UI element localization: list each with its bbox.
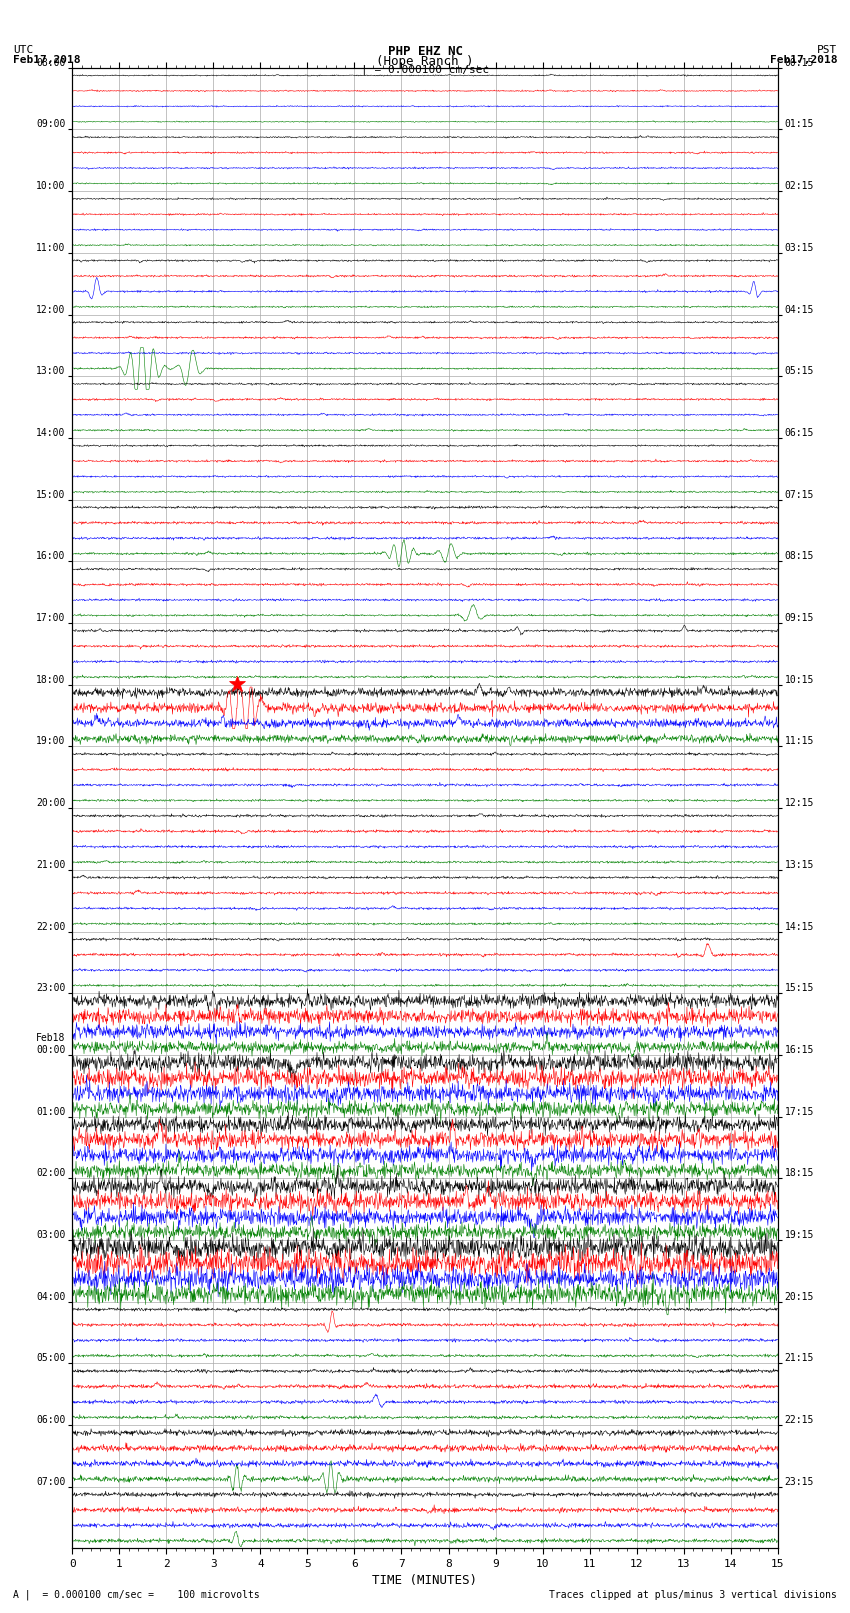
Text: PHP EHZ NC: PHP EHZ NC xyxy=(388,45,462,58)
Text: Feb17,2018: Feb17,2018 xyxy=(770,55,837,65)
Text: (Hope Ranch ): (Hope Ranch ) xyxy=(377,55,473,68)
Text: A |  = 0.000100 cm/sec =    100 microvolts: A | = 0.000100 cm/sec = 100 microvolts xyxy=(13,1589,259,1600)
Text: Traces clipped at plus/minus 3 vertical divisions: Traces clipped at plus/minus 3 vertical … xyxy=(549,1590,837,1600)
Text: UTC: UTC xyxy=(13,45,33,55)
Text: | = 0.000100 cm/sec: | = 0.000100 cm/sec xyxy=(361,65,489,76)
Text: PST: PST xyxy=(817,45,837,55)
Text: Feb17,2018: Feb17,2018 xyxy=(13,55,80,65)
X-axis label: TIME (MINUTES): TIME (MINUTES) xyxy=(372,1574,478,1587)
